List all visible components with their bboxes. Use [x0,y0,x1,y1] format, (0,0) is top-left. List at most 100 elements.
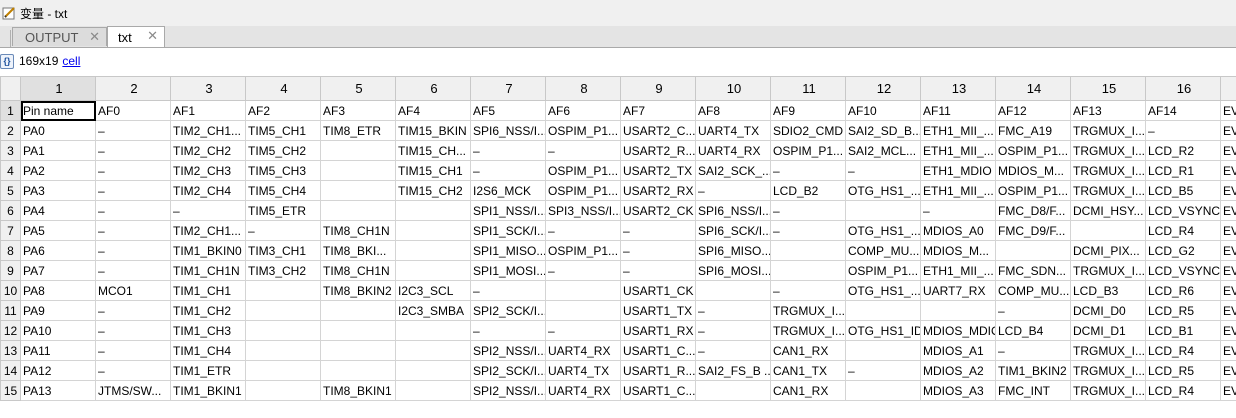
table-cell[interactable]: – [545,260,621,281]
table-cell[interactable]: TIM8_CH1N [320,220,396,241]
table-cell[interactable]: UART4_RX [545,380,621,401]
table-cell[interactable]: OSPIM_P1... [995,180,1071,201]
table-cell[interactable]: FMC_SDN... [995,260,1071,281]
table-cell[interactable]: SPI2_NSS/I... [470,380,546,401]
table-cell[interactable]: AF3 [320,100,396,121]
table-cell[interactable]: TRGMUX_I... [1070,140,1146,161]
table-cell[interactable]: PA12 [20,360,96,381]
table-cell[interactable]: USART1_CK [620,280,696,301]
row-header[interactable]: 2 [0,120,21,141]
table-cell[interactable]: PA0 [20,120,96,141]
table-cell[interactable]: MDIOS_A3 [920,380,996,401]
column-header[interactable]: 13 [920,76,996,101]
table-cell[interactable]: TRGMUX_I... [770,300,846,321]
table-cell[interactable]: LCD_R4 [1145,220,1221,241]
table-cell[interactable] [245,360,321,381]
table-cell[interactable] [245,320,321,341]
table-cell[interactable]: TIM15_CH2 [395,180,471,201]
table-cell[interactable]: I2C3_SMBA [395,300,471,321]
table-cell[interactable] [395,260,471,281]
table-cell[interactable]: CAN1_TX [770,360,846,381]
table-cell[interactable]: – [470,320,546,341]
row-header[interactable]: 8 [0,240,21,261]
table-cell[interactable]: – [95,180,171,201]
table-cell[interactable]: TIM1_CH1 [170,280,246,301]
table-cell[interactable]: AF14 [1145,100,1221,121]
row-header[interactable]: 12 [0,320,21,341]
table-cell[interactable]: EV [1220,260,1236,281]
table-cell[interactable]: LCD_VSYNC [1145,260,1221,281]
table-cell[interactable] [245,300,321,321]
table-cell[interactable]: TRGMUX_I... [1070,360,1146,381]
table-cell[interactable]: – [995,340,1071,361]
table-cell[interactable]: TIM1_BKIN2 [995,360,1071,381]
table-cell[interactable]: AF13 [1070,100,1146,121]
table-cell[interactable] [1070,220,1146,241]
column-header[interactable]: 8 [545,76,621,101]
table-cell[interactable]: OTG_HS1_... [845,280,921,301]
table-cell[interactable]: AF7 [620,100,696,121]
table-cell[interactable]: SPI1_NSS/I... [470,200,546,221]
table-cell[interactable]: TIM1_CH1N [170,260,246,281]
table-cell[interactable]: UART7_RX [920,280,996,301]
table-cell[interactable]: LCD_R4 [1145,380,1221,401]
table-cell[interactable] [395,240,471,261]
table-cell[interactable] [245,380,321,401]
row-header[interactable]: 14 [0,360,21,381]
table-cell[interactable]: TRGMUX_I... [1070,180,1146,201]
table-cell[interactable]: OSPIM_P1... [545,120,621,141]
table-cell[interactable]: – [545,320,621,341]
column-header[interactable]: 16 [1145,76,1221,101]
table-cell[interactable]: SPI3_NSS/I... [545,200,621,221]
row-header[interactable]: 1 [0,100,21,121]
table-cell[interactable]: TIM2_CH3 [170,160,246,181]
table-cell[interactable]: OTG_HS1_... [845,220,921,241]
table-cell[interactable] [320,340,396,361]
table-cell[interactable]: OSPIM_P1... [545,240,621,261]
table-cell[interactable]: – [95,340,171,361]
table-cell[interactable] [845,340,921,361]
table-cell[interactable]: EV [1220,120,1236,141]
spreadsheet-grid[interactable]: 1 2 3 4 5 6 7 8 9 10 11 12 13 14 15 16 1 Pin name AF0 AF1 A… [0,76,1236,418]
table-cell[interactable]: – [470,280,546,301]
table-cell[interactable]: SAI2_SD_B... [845,120,921,141]
table-cell[interactable]: – [170,200,246,221]
table-cell[interactable]: – [620,240,696,261]
table-cell[interactable]: EV [1220,160,1236,181]
close-icon[interactable]: ✕ [147,28,158,43]
table-cell[interactable]: AF9 [770,100,846,121]
table-cell[interactable]: AF4 [395,100,471,121]
column-header[interactable]: 2 [95,76,171,101]
table-cell[interactable] [395,360,471,381]
table-cell[interactable]: Pin name [20,100,96,121]
table-cell[interactable]: – [695,180,771,201]
table-cell[interactable]: – [770,220,846,241]
table-cell[interactable]: FMC_D9/F... [995,220,1071,241]
row-header[interactable]: 5 [0,180,21,201]
table-cell[interactable] [395,340,471,361]
table-cell[interactable]: – [695,320,771,341]
table-cell[interactable]: – [545,220,621,241]
table-cell[interactable]: LCD_R6 [1145,280,1221,301]
table-cell[interactable]: OSPIM_P1... [545,180,621,201]
row-header[interactable]: 15 [0,380,21,401]
table-cell[interactable]: USART2_RX [620,180,696,201]
table-cell[interactable]: – [95,140,171,161]
column-header[interactable]: 5 [320,76,396,101]
tab-output[interactable]: OUTPUT ✕ [12,27,107,46]
table-cell[interactable]: EV [1220,320,1236,341]
table-cell[interactable] [395,320,471,341]
table-cell[interactable]: MDIOS_A0 [920,220,996,241]
table-cell[interactable]: USART2_C... [620,120,696,141]
column-header[interactable]: 6 [395,76,471,101]
table-cell[interactable]: LCD_B4 [995,320,1071,341]
table-cell[interactable]: MDIOS_M... [995,160,1071,181]
table-cell[interactable]: USART1_RX [620,320,696,341]
row-header[interactable]: 4 [0,160,21,181]
table-cell[interactable]: TIM2_CH1... [170,120,246,141]
table-cell[interactable]: AF2 [245,100,321,121]
table-cell[interactable]: ETH1_MII_... [920,140,996,161]
table-cell[interactable]: DCMI_D1 [1070,320,1146,341]
table-cell[interactable]: SDIO2_CMD [770,120,846,141]
table-cell[interactable]: SAI2_MCL... [845,140,921,161]
